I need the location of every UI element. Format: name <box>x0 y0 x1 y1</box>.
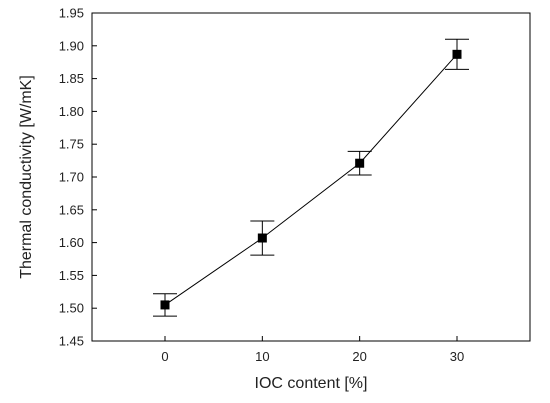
y-tick-label: 1.55 <box>59 268 84 283</box>
y-axis-tick-labels: 1.45 1.50 1.55 1.60 1.65 1.70 1.75 1.80 1.85 1.90… <box>59 6 84 349</box>
y-tick-label: 1.90 <box>59 38 84 53</box>
series <box>153 38 469 317</box>
data-point-marker <box>257 233 267 243</box>
y-tick-label: 1.85 <box>59 71 84 86</box>
x-axis-tick-labels: 0 10 20 30 <box>161 349 464 364</box>
x-tick-label: 20 <box>352 349 366 364</box>
y-tick-label: 1.70 <box>59 170 84 185</box>
y-axis-ticks <box>92 12 97 342</box>
x-axis-title: IOC content [%] <box>255 375 368 392</box>
x-tick-label: 30 <box>450 349 464 364</box>
y-tick-label: 1.50 <box>59 301 84 316</box>
data-point-marker <box>452 49 462 59</box>
y-tick-label: 1.45 <box>59 334 84 349</box>
data-point-marker <box>355 158 365 168</box>
y-tick-label: 1.65 <box>59 202 84 217</box>
y-axis-title: Thermal conductivity [W/mK] <box>18 75 35 279</box>
y-tick-label: 1.80 <box>59 104 84 119</box>
plot-frame <box>91 12 531 342</box>
series-line <box>164 53 458 306</box>
y-tick-label: 1.75 <box>59 137 84 152</box>
y-tick-label: 1.95 <box>59 6 84 21</box>
x-tick-label: 10 <box>255 349 269 364</box>
y-tick-label: 1.60 <box>59 235 84 250</box>
x-axis-ticks <box>164 336 458 341</box>
data-point-marker <box>160 300 170 310</box>
x-tick-label: 0 <box>161 349 168 364</box>
